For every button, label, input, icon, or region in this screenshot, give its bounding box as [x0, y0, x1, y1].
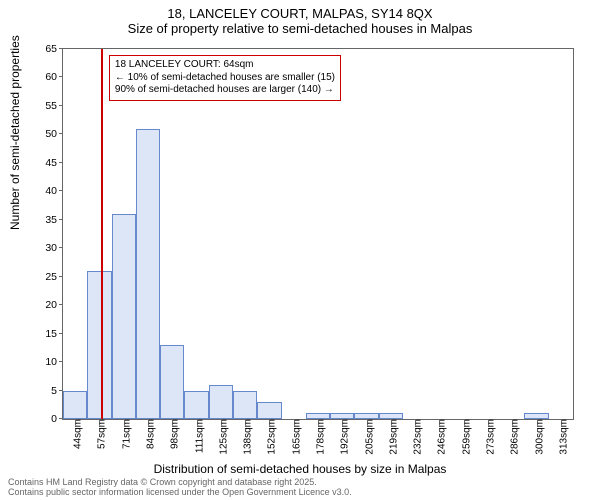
x-tick-mark	[342, 419, 343, 423]
annotation-line1: 18 LANCELEY COURT: 64sqm	[115, 59, 335, 72]
x-tick-mark	[172, 419, 173, 423]
annotation-box: 18 LANCELEY COURT: 64sqm← 10% of semi-de…	[109, 55, 341, 101]
x-tick-mark	[75, 419, 76, 423]
x-tick-label: 98sqm	[164, 419, 181, 449]
x-tick-label: 259sqm	[455, 419, 472, 455]
histogram-bar	[63, 391, 87, 419]
x-tick-mark	[221, 419, 222, 423]
x-tick-label: 57sqm	[91, 419, 108, 449]
histogram-bar	[160, 345, 184, 419]
x-tick-mark	[367, 419, 368, 423]
x-tick-label: 273sqm	[480, 419, 497, 455]
y-tick-label: 35	[45, 214, 63, 226]
y-tick-mark	[59, 190, 63, 191]
histogram-bar	[524, 413, 548, 419]
x-tick-mark	[512, 419, 513, 423]
footnote-line2: Contains public sector information licen…	[8, 488, 352, 498]
histogram-bar	[306, 413, 330, 419]
x-tick-label: 111sqm	[188, 419, 205, 453]
y-tick-mark	[59, 133, 63, 134]
histogram-bar	[354, 413, 378, 419]
x-tick-mark	[124, 419, 125, 423]
histogram-bar	[112, 214, 136, 419]
y-tick-label: 0	[51, 413, 63, 425]
y-tick-mark	[59, 247, 63, 248]
x-tick-label: 286sqm	[504, 419, 521, 455]
x-tick-mark	[99, 419, 100, 423]
histogram-bar	[87, 271, 111, 419]
y-tick-mark	[59, 105, 63, 106]
histogram-bar	[233, 391, 257, 419]
histogram-bar	[379, 413, 403, 419]
x-tick-label: 178sqm	[310, 419, 327, 455]
x-tick-label: 192sqm	[334, 419, 351, 455]
x-tick-label: 205sqm	[358, 419, 375, 455]
y-tick-mark	[59, 361, 63, 362]
x-tick-label: 138sqm	[237, 419, 254, 455]
x-tick-mark	[294, 419, 295, 423]
title-block: 18, LANCELEY COURT, MALPAS, SY14 8QX Siz…	[0, 0, 600, 36]
x-tick-mark	[197, 419, 198, 423]
x-tick-label: 84sqm	[140, 419, 157, 449]
histogram-bar	[257, 402, 281, 419]
y-tick-label: 20	[45, 299, 63, 311]
title-line1: 18, LANCELEY COURT, MALPAS, SY14 8QX	[0, 6, 600, 21]
y-tick-label: 30	[45, 242, 63, 254]
y-tick-mark	[59, 76, 63, 77]
y-tick-mark	[59, 162, 63, 163]
y-tick-label: 55	[45, 100, 63, 112]
x-tick-mark	[245, 419, 246, 423]
x-tick-mark	[464, 419, 465, 423]
x-tick-mark	[439, 419, 440, 423]
x-tick-label: 44sqm	[67, 419, 84, 449]
histogram-bar	[136, 129, 160, 419]
x-tick-label: 300sqm	[528, 419, 545, 455]
histogram-bar	[184, 391, 208, 419]
x-tick-mark	[415, 419, 416, 423]
x-tick-mark	[318, 419, 319, 423]
x-tick-mark	[561, 419, 562, 423]
plot-area: 0510152025303540455055606544sqm57sqm71sq…	[62, 48, 574, 420]
annotation-line2: ← 10% of semi-detached houses are smalle…	[115, 72, 335, 85]
y-tick-label: 10	[45, 356, 63, 368]
x-tick-mark	[488, 419, 489, 423]
x-tick-label: 71sqm	[115, 419, 132, 449]
annotation-line3: 90% of semi-detached houses are larger (…	[115, 84, 335, 97]
y-tick-label: 25	[45, 271, 63, 283]
title-line2: Size of property relative to semi-detach…	[0, 21, 600, 36]
y-tick-label: 40	[45, 185, 63, 197]
x-tick-label: 125sqm	[212, 419, 229, 455]
footnote: Contains HM Land Registry data © Crown c…	[8, 478, 352, 498]
x-tick-label: 313sqm	[552, 419, 569, 455]
histogram-bar	[209, 385, 233, 419]
x-tick-label: 246sqm	[431, 419, 448, 455]
reference-line	[101, 49, 103, 419]
y-tick-label: 5	[51, 385, 63, 397]
y-tick-label: 50	[45, 128, 63, 140]
x-tick-mark	[148, 419, 149, 423]
histogram-bar	[330, 413, 354, 419]
y-tick-mark	[59, 219, 63, 220]
chart-container: 18, LANCELEY COURT, MALPAS, SY14 8QX Siz…	[0, 0, 600, 500]
x-tick-mark	[269, 419, 270, 423]
x-axis-label: Distribution of semi-detached houses by …	[0, 462, 600, 476]
y-tick-mark	[59, 48, 63, 49]
y-tick-label: 60	[45, 71, 63, 83]
x-tick-label: 219sqm	[382, 419, 399, 455]
x-tick-mark	[391, 419, 392, 423]
y-tick-mark	[59, 333, 63, 334]
y-tick-label: 65	[45, 43, 63, 55]
y-tick-label: 45	[45, 157, 63, 169]
y-tick-mark	[59, 276, 63, 277]
y-tick-label: 15	[45, 328, 63, 340]
x-tick-label: 232sqm	[407, 419, 424, 455]
x-tick-label: 152sqm	[261, 419, 278, 455]
x-tick-mark	[537, 419, 538, 423]
y-tick-mark	[59, 304, 63, 305]
x-tick-label: 165sqm	[285, 419, 302, 455]
y-axis-label: Number of semi-detached properties	[8, 35, 22, 230]
